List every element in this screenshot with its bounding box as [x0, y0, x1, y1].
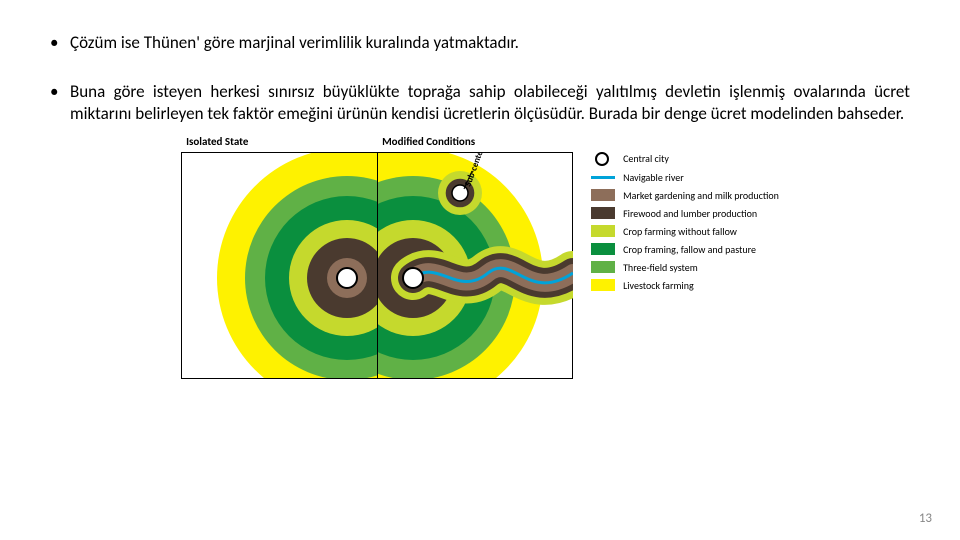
legend-label: Firewood and lumber production — [623, 207, 757, 220]
central-city-icon — [595, 152, 609, 166]
legend-swatch-icon — [591, 243, 615, 255]
panel-title: Modified Conditions — [382, 135, 475, 148]
bullet-dot-icon: • — [50, 32, 60, 53]
legend-swatch-icon — [591, 279, 615, 291]
legend-label: Three-field system — [623, 261, 698, 274]
bullet-item: • Buna göre isteyen herkesi sınırsız büy… — [50, 81, 910, 124]
legend-row: Navigable river — [591, 171, 779, 184]
bullet-text: Çözüm ise Thünen' göre marjinal verimlil… — [70, 32, 519, 53]
legend-swatch-icon — [591, 207, 615, 219]
bullet-dot-icon: • — [50, 81, 60, 124]
legend-row: Livestock farming — [591, 279, 779, 292]
legend-row: Central city — [591, 152, 779, 166]
bullet-item: • Çözüm ise Thünen' göre marjinal veriml… — [50, 32, 910, 53]
thunen-figure: Isolated State Modified Conditions Sub-c… — [50, 152, 910, 379]
panel-isolated: Isolated State — [182, 153, 377, 378]
legend-label: Central city — [623, 152, 669, 165]
figure-panels: Isolated State Modified Conditions Sub-c… — [181, 152, 573, 379]
bullet-text: Buna göre isteyen herkesi sınırsız büyük… — [70, 81, 910, 124]
legend-swatch-icon — [591, 225, 615, 237]
legend-swatch-icon — [591, 261, 615, 273]
page-number: 13 — [919, 511, 932, 526]
legend-row: Market gardening and milk production — [591, 189, 779, 202]
legend-label: Crop farming without fallow — [623, 225, 737, 238]
legend-row: Firewood and lumber production — [591, 207, 779, 220]
figure-wrap: Isolated State Modified Conditions Sub-c… — [181, 152, 779, 379]
legend-swatch-icon — [591, 189, 615, 201]
legend-label: Crop framing, fallow and pasture — [623, 243, 756, 256]
legend-row: Three-field system — [591, 261, 779, 274]
legend-row: Crop framing, fallow and pasture — [591, 243, 779, 256]
slide-page: • Çözüm ise Thünen' göre marjinal veriml… — [0, 0, 960, 540]
legend-label: Livestock farming — [623, 279, 694, 292]
modified-conditions-diagram: Sub-center — [378, 153, 573, 378]
legend-row: Crop farming without fallow — [591, 225, 779, 238]
panel-modified: Modified Conditions Sub-center — [377, 153, 572, 378]
panel-title: Isolated State — [186, 135, 248, 148]
figure-legend: Central city Navigable river Market garden… — [591, 152, 779, 297]
isolated-state-diagram — [182, 153, 377, 378]
river-line-icon — [591, 176, 615, 179]
bullet-list: • Çözüm ise Thünen' göre marjinal veriml… — [50, 32, 910, 124]
legend-label: Market gardening and milk production — [623, 189, 779, 202]
legend-label: Navigable river — [623, 171, 684, 184]
